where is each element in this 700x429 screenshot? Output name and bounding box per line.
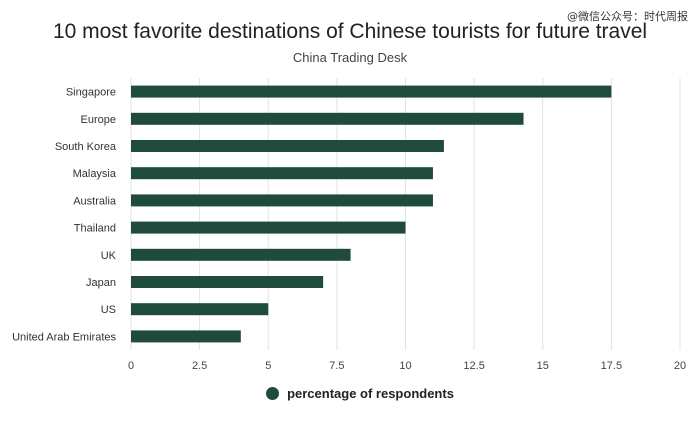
x-tick-label: 5 (265, 360, 271, 372)
chart-title: 10 most favorite destinations of Chinese… (52, 20, 648, 43)
x-tick-label: 7.5 (329, 360, 344, 372)
legend-label: percentage of respondents (287, 386, 454, 401)
bar (131, 85, 612, 98)
category-label: United Arab Emirates (12, 331, 116, 343)
category-label: Thailand (74, 223, 116, 235)
bar (131, 167, 433, 180)
watermark: @微信公众号：时代周报 (567, 10, 688, 23)
category-label: Singapore (66, 87, 116, 99)
bars (131, 85, 612, 343)
x-tick-label: 15 (537, 360, 549, 372)
category-label: South Korea (55, 141, 117, 153)
bar (131, 140, 444, 152)
x-tick-label: 2.5 (192, 360, 207, 372)
category-label: Europe (81, 114, 116, 126)
category-label: US (101, 304, 116, 316)
bar (131, 303, 269, 316)
x-tick-label: 20 (674, 360, 686, 372)
bar (131, 330, 241, 343)
legend-marker (266, 387, 280, 400)
category-label: Japan (86, 277, 116, 289)
bar (131, 248, 351, 261)
x-tick-label: 12.5 (463, 360, 484, 372)
chart-subtitle: China Trading Desk (292, 50, 408, 65)
category-label: UK (101, 250, 117, 262)
x-tick-label: 10 (399, 360, 411, 372)
bar (131, 194, 433, 207)
category-label: Malaysia (73, 168, 117, 180)
legend: percentage of respondents (0, 386, 700, 401)
x-tick-labels: 0 2.5 5 7.5 10 12.5 15 17.5 20 (128, 360, 686, 372)
x-tick-label: 0 (128, 360, 134, 372)
category-label: Australia (73, 195, 117, 207)
x-tick-label: 17.5 (601, 360, 622, 372)
category-labels: Singapore Europe South Korea Malaysia Austra… (12, 87, 117, 344)
bar (131, 221, 406, 234)
bar (131, 112, 524, 125)
bar (131, 276, 324, 288)
